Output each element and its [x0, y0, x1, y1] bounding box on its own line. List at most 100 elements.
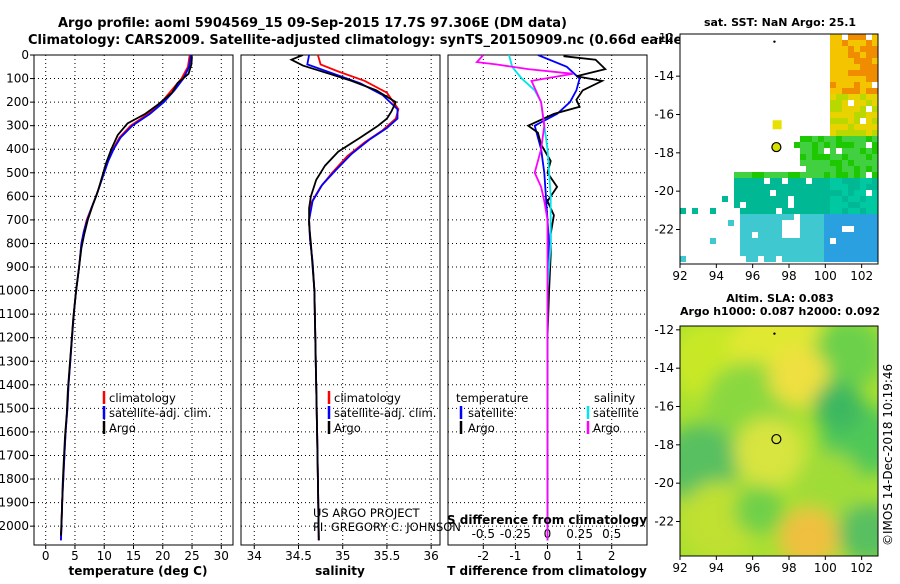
sst-cell: [728, 220, 734, 226]
sst-cell: [848, 214, 854, 220]
sst-cell: [776, 220, 782, 226]
sst-cell: [812, 238, 818, 244]
sst-cell: [842, 142, 848, 148]
sst-cell: [770, 172, 776, 178]
x-tick-label: 0: [544, 549, 552, 563]
sst-cell: [758, 220, 764, 226]
sst-cell: [830, 184, 836, 190]
sst-cell: [872, 148, 878, 154]
pressure-tick-label: 100: [6, 72, 29, 86]
sst-cell: [806, 172, 812, 178]
land-dot: [773, 40, 776, 43]
sst-cell: [830, 130, 836, 136]
sst-cell: [872, 106, 878, 112]
sst-cell: [824, 250, 830, 256]
sst-cell: [860, 124, 866, 130]
sst-cell: [872, 40, 878, 46]
sst-cell: [836, 130, 842, 136]
sst-cell: [830, 136, 836, 142]
sst-cell: [836, 202, 842, 208]
legend-satellite-adj: satellite-adj. clim.: [109, 406, 211, 420]
sst-cell: [800, 244, 806, 250]
sst-cell: [866, 46, 872, 52]
sst-cell: [740, 196, 746, 202]
legend-climatology: climatology: [334, 391, 401, 405]
x2-tick-label: 0.25: [566, 527, 593, 541]
sst-cell: [752, 196, 758, 202]
sst-cell: [848, 232, 854, 238]
sst-cell: [860, 250, 866, 256]
sst-cell: [842, 112, 848, 118]
sst-cell: [800, 136, 806, 142]
sst-cell: [764, 196, 770, 202]
sla-blob: [734, 485, 785, 535]
sst-cell: [866, 178, 872, 184]
sst-cell: [848, 166, 854, 172]
sst-cell: [830, 52, 836, 58]
sst-cell: [860, 220, 866, 226]
sst-cell: [860, 160, 866, 166]
sst-cell: [836, 106, 842, 112]
sst-cell: [788, 184, 794, 190]
sst-cell: [842, 40, 848, 46]
sst-cell: [800, 178, 806, 184]
sst-cell: [764, 220, 770, 226]
sst-cell: [752, 202, 758, 208]
sst-cell: [836, 244, 842, 250]
sla-blob: [768, 346, 829, 407]
sst-cell: [854, 160, 860, 166]
sst-cell: [746, 244, 752, 250]
sst-cell: [740, 226, 746, 232]
map-x-tick-label: 102: [850, 269, 873, 283]
sst-cell: [872, 34, 878, 40]
sst-cell: [842, 160, 848, 166]
sst-cell: [854, 208, 860, 214]
sst-cell: [758, 190, 764, 196]
sst-cell: [782, 190, 788, 196]
sst-cell: [818, 214, 824, 220]
map-x-tick-label: 98: [781, 561, 796, 575]
sst-cell: [812, 250, 818, 256]
sst-cell: [818, 136, 824, 142]
sst-cell: [836, 124, 842, 130]
sst-cell: [836, 250, 842, 256]
sst-cell: [836, 160, 842, 166]
sst-cell: [782, 202, 788, 208]
legend-s-argo: Argo: [593, 421, 620, 435]
sst-cell: [770, 238, 776, 244]
sst-cell: [854, 220, 860, 226]
sst-cell: [764, 190, 770, 196]
x-tick-label: 30: [214, 549, 229, 563]
sst-cell: [758, 172, 764, 178]
sst-cell: [848, 184, 854, 190]
pressure-tick-label: 600: [6, 189, 29, 203]
sst-cell: [872, 250, 878, 256]
sst-cell: [812, 202, 818, 208]
sla-blob: [813, 381, 864, 432]
sst-cell: [788, 250, 794, 256]
sst-cell: [830, 88, 836, 94]
sst-cell: [848, 82, 854, 88]
sst-cell: [842, 208, 848, 214]
sst-cell: [746, 214, 752, 220]
sst-cell: [866, 130, 872, 136]
sst-cell: [830, 94, 836, 100]
sst-cell: [830, 34, 836, 40]
series-satellite-adj-clim-: [60, 55, 192, 541]
sst-cell: [806, 208, 812, 214]
sst-cell: [854, 88, 860, 94]
sst-cell: [812, 244, 818, 250]
sst-cell: [830, 196, 836, 202]
sst-cell: [860, 184, 866, 190]
sst-cell: [866, 118, 872, 124]
sst-cell: [872, 178, 878, 184]
sst-cell: [824, 160, 830, 166]
sst-cell: [758, 214, 764, 220]
sst-cell: [752, 220, 758, 226]
sst-cell: [842, 124, 848, 130]
sst-cell: [812, 178, 818, 184]
sst-cell: [836, 136, 842, 142]
sst-cell: [860, 106, 866, 112]
sst-cell: [848, 46, 854, 52]
sst-cell: [860, 52, 866, 58]
